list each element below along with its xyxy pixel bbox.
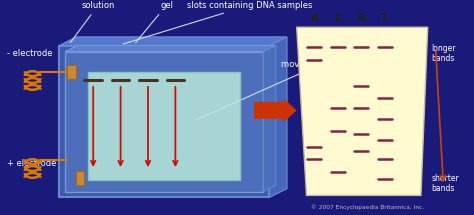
Text: - electrode: - electrode	[7, 49, 53, 58]
Text: gel: gel	[136, 1, 173, 43]
Text: shorter
bands: shorter bands	[432, 174, 459, 193]
Polygon shape	[65, 52, 264, 192]
Polygon shape	[269, 37, 287, 197]
FancyBboxPatch shape	[67, 65, 75, 79]
Text: A: A	[310, 13, 318, 23]
Polygon shape	[59, 46, 269, 197]
Text: T: T	[381, 13, 388, 23]
FancyBboxPatch shape	[88, 72, 240, 180]
FancyBboxPatch shape	[75, 172, 84, 185]
Text: + electrode: + electrode	[7, 159, 56, 168]
Text: © 2007 Encyclopaedia Britannica, Inc.: © 2007 Encyclopaedia Britannica, Inc.	[310, 204, 424, 210]
Polygon shape	[59, 37, 287, 46]
Polygon shape	[264, 46, 276, 192]
Text: C: C	[334, 13, 341, 23]
Text: slots containing DNA samples: slots containing DNA samples	[123, 1, 312, 44]
Text: movement of DNA: movement of DNA	[197, 60, 358, 120]
Text: longer
bands: longer bands	[432, 44, 456, 63]
Text: G: G	[357, 13, 365, 23]
Polygon shape	[65, 46, 276, 52]
Text: solution: solution	[71, 1, 115, 43]
Polygon shape	[297, 27, 428, 195]
FancyArrow shape	[255, 100, 296, 121]
